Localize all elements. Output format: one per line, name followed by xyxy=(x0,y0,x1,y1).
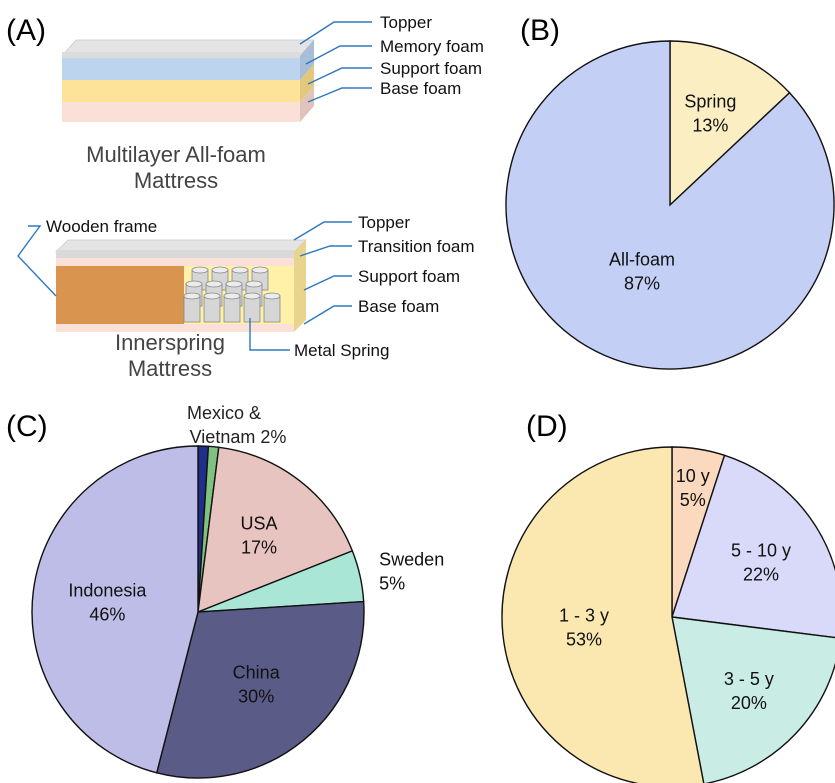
foam-mattress-diagram: Topper Memory foam Support foam Base foa… xyxy=(61,13,484,193)
panel-a-letter: (A) xyxy=(6,14,46,47)
metal-spring-coil xyxy=(223,292,241,323)
pie-slice-all-foam xyxy=(505,40,835,370)
pie-chart-d: 10 y 5% 5 - 10 y 22% 3 - 5 y 20% 1 - 3 y 53% xyxy=(501,446,835,783)
pie-slice-indonesia xyxy=(31,445,199,774)
foam-layer-base xyxy=(62,102,300,122)
pie-value-sweden: 5% xyxy=(379,573,405,593)
metal-spring-coil xyxy=(263,292,281,323)
pie-value-indonesia: 46% xyxy=(89,605,125,625)
pie-label-10-y: 10 y xyxy=(676,466,710,486)
spring-caption-line2: Mattress xyxy=(128,356,212,381)
pie-value-1-3-y: 53% xyxy=(566,629,602,649)
spring-label-support: Support foam xyxy=(358,267,460,286)
metal-spring-label: Metal Spring xyxy=(294,341,389,360)
pie-slice-3-5-y xyxy=(671,616,835,783)
spring-leader-transition xyxy=(299,245,352,257)
pie-label-spring: Spring xyxy=(684,92,736,112)
pie-value-10-y: 5% xyxy=(680,490,706,510)
pie-label-china: China xyxy=(233,662,281,682)
spring-leader-base xyxy=(303,305,352,325)
spring-side-face xyxy=(294,240,306,332)
metal-springs xyxy=(183,266,281,323)
pie-label-5-10-y: 5 - 10 y xyxy=(731,541,791,561)
pie-slice-1-3-y xyxy=(501,446,705,783)
foam-side-face-mid xyxy=(300,64,314,102)
pie-value-5-10-y: 22% xyxy=(743,565,779,585)
foam-side-face-bottom xyxy=(300,86,314,122)
spring-leader-metal xyxy=(249,318,290,351)
pie-slice-spring xyxy=(669,40,791,207)
spring-label-base: Base foam xyxy=(358,297,439,316)
foam-label-topper: Topper xyxy=(380,13,432,32)
spring-label-transition: Transition foam xyxy=(358,237,475,256)
panel-b: (B) Spring 13% All-foam 87% xyxy=(505,14,835,370)
wooden-frame xyxy=(56,266,184,326)
foam-label-base: Base foam xyxy=(380,79,461,98)
spring-leader-topper xyxy=(293,221,352,241)
panel-c: (C) USA 17% Sweden 5% China 30% Indonesia 46% M… xyxy=(6,403,444,779)
panel-a: (A) Topper Memory foam Support foam Base… xyxy=(6,13,484,381)
foam-label-support: Support foam xyxy=(380,59,482,78)
wooden-frame-label: Wooden frame xyxy=(46,217,157,236)
metal-spring-coil xyxy=(203,292,221,323)
metal-spring-coil xyxy=(183,292,201,323)
foam-layer-memory xyxy=(62,56,300,80)
panel-c-letter: (C) xyxy=(6,410,48,443)
pie-label-sweden: Sweden xyxy=(379,549,444,569)
pie-label-indonesia: Indonesia xyxy=(68,581,147,601)
spring-label-topper: Topper xyxy=(358,213,410,232)
pie-chart-c: USA 17% Sweden 5% China 30% Indonesia 46% xyxy=(31,445,444,779)
pie-c-annotation-line1: Mexico & xyxy=(187,403,261,423)
pie-slice-usa xyxy=(197,446,354,614)
spring-layer-topper xyxy=(56,250,294,258)
spring-mattress-diagram: Topper Transition foam Support foam Base… xyxy=(17,213,475,381)
spring-layer-transition xyxy=(56,258,294,266)
pie-value-all-foam: 87% xyxy=(624,274,660,294)
panel-d-letter: (D) xyxy=(526,410,568,443)
foam-leader-memory xyxy=(305,45,372,65)
pie-label-1-3-y: 1 - 3 y xyxy=(559,605,609,625)
foam-label-memory: Memory foam xyxy=(380,37,484,56)
spring-caption-line1: Innerspring xyxy=(115,330,225,355)
pie-value-spring: 13% xyxy=(692,116,728,136)
foam-topper-strip xyxy=(62,52,300,58)
pie-c-annotation-line2: Vietnam 2% xyxy=(190,427,287,447)
foam-leader-support xyxy=(307,67,372,85)
panel-d: (D) 10 y 5% 5 - 10 y 22% 3 - 5 y 20% 1 - 3 y 53… xyxy=(501,410,835,783)
pie-value-china: 30% xyxy=(238,686,274,706)
pie-value-3-5-y: 20% xyxy=(731,693,767,713)
metal-spring-coil xyxy=(243,292,261,323)
spring-layer-base xyxy=(56,324,294,332)
foam-layer-support xyxy=(62,80,300,102)
pie-slice-5-10-y xyxy=(671,454,835,639)
wooden-frame-leader xyxy=(17,225,57,297)
pie-slice-china xyxy=(155,600,365,779)
pie-label-usa: USA xyxy=(241,513,278,533)
foam-leader-topper xyxy=(299,21,372,45)
pie-chart-b: Spring 13% All-foam 87% xyxy=(505,40,835,370)
foam-leader-base xyxy=(307,87,372,103)
pie-value-usa: 17% xyxy=(241,537,277,557)
foam-caption-line1: Multilayer All-foam xyxy=(86,142,266,167)
panel-b-letter: (B) xyxy=(520,14,560,47)
foam-caption-line2: Mattress xyxy=(134,168,218,193)
foam-side-face-top xyxy=(300,40,314,80)
pie-label-3-5-y: 3 - 5 y xyxy=(724,669,774,689)
spring-leader-support xyxy=(303,275,352,291)
pie-label-all-foam: All-foam xyxy=(609,250,675,270)
